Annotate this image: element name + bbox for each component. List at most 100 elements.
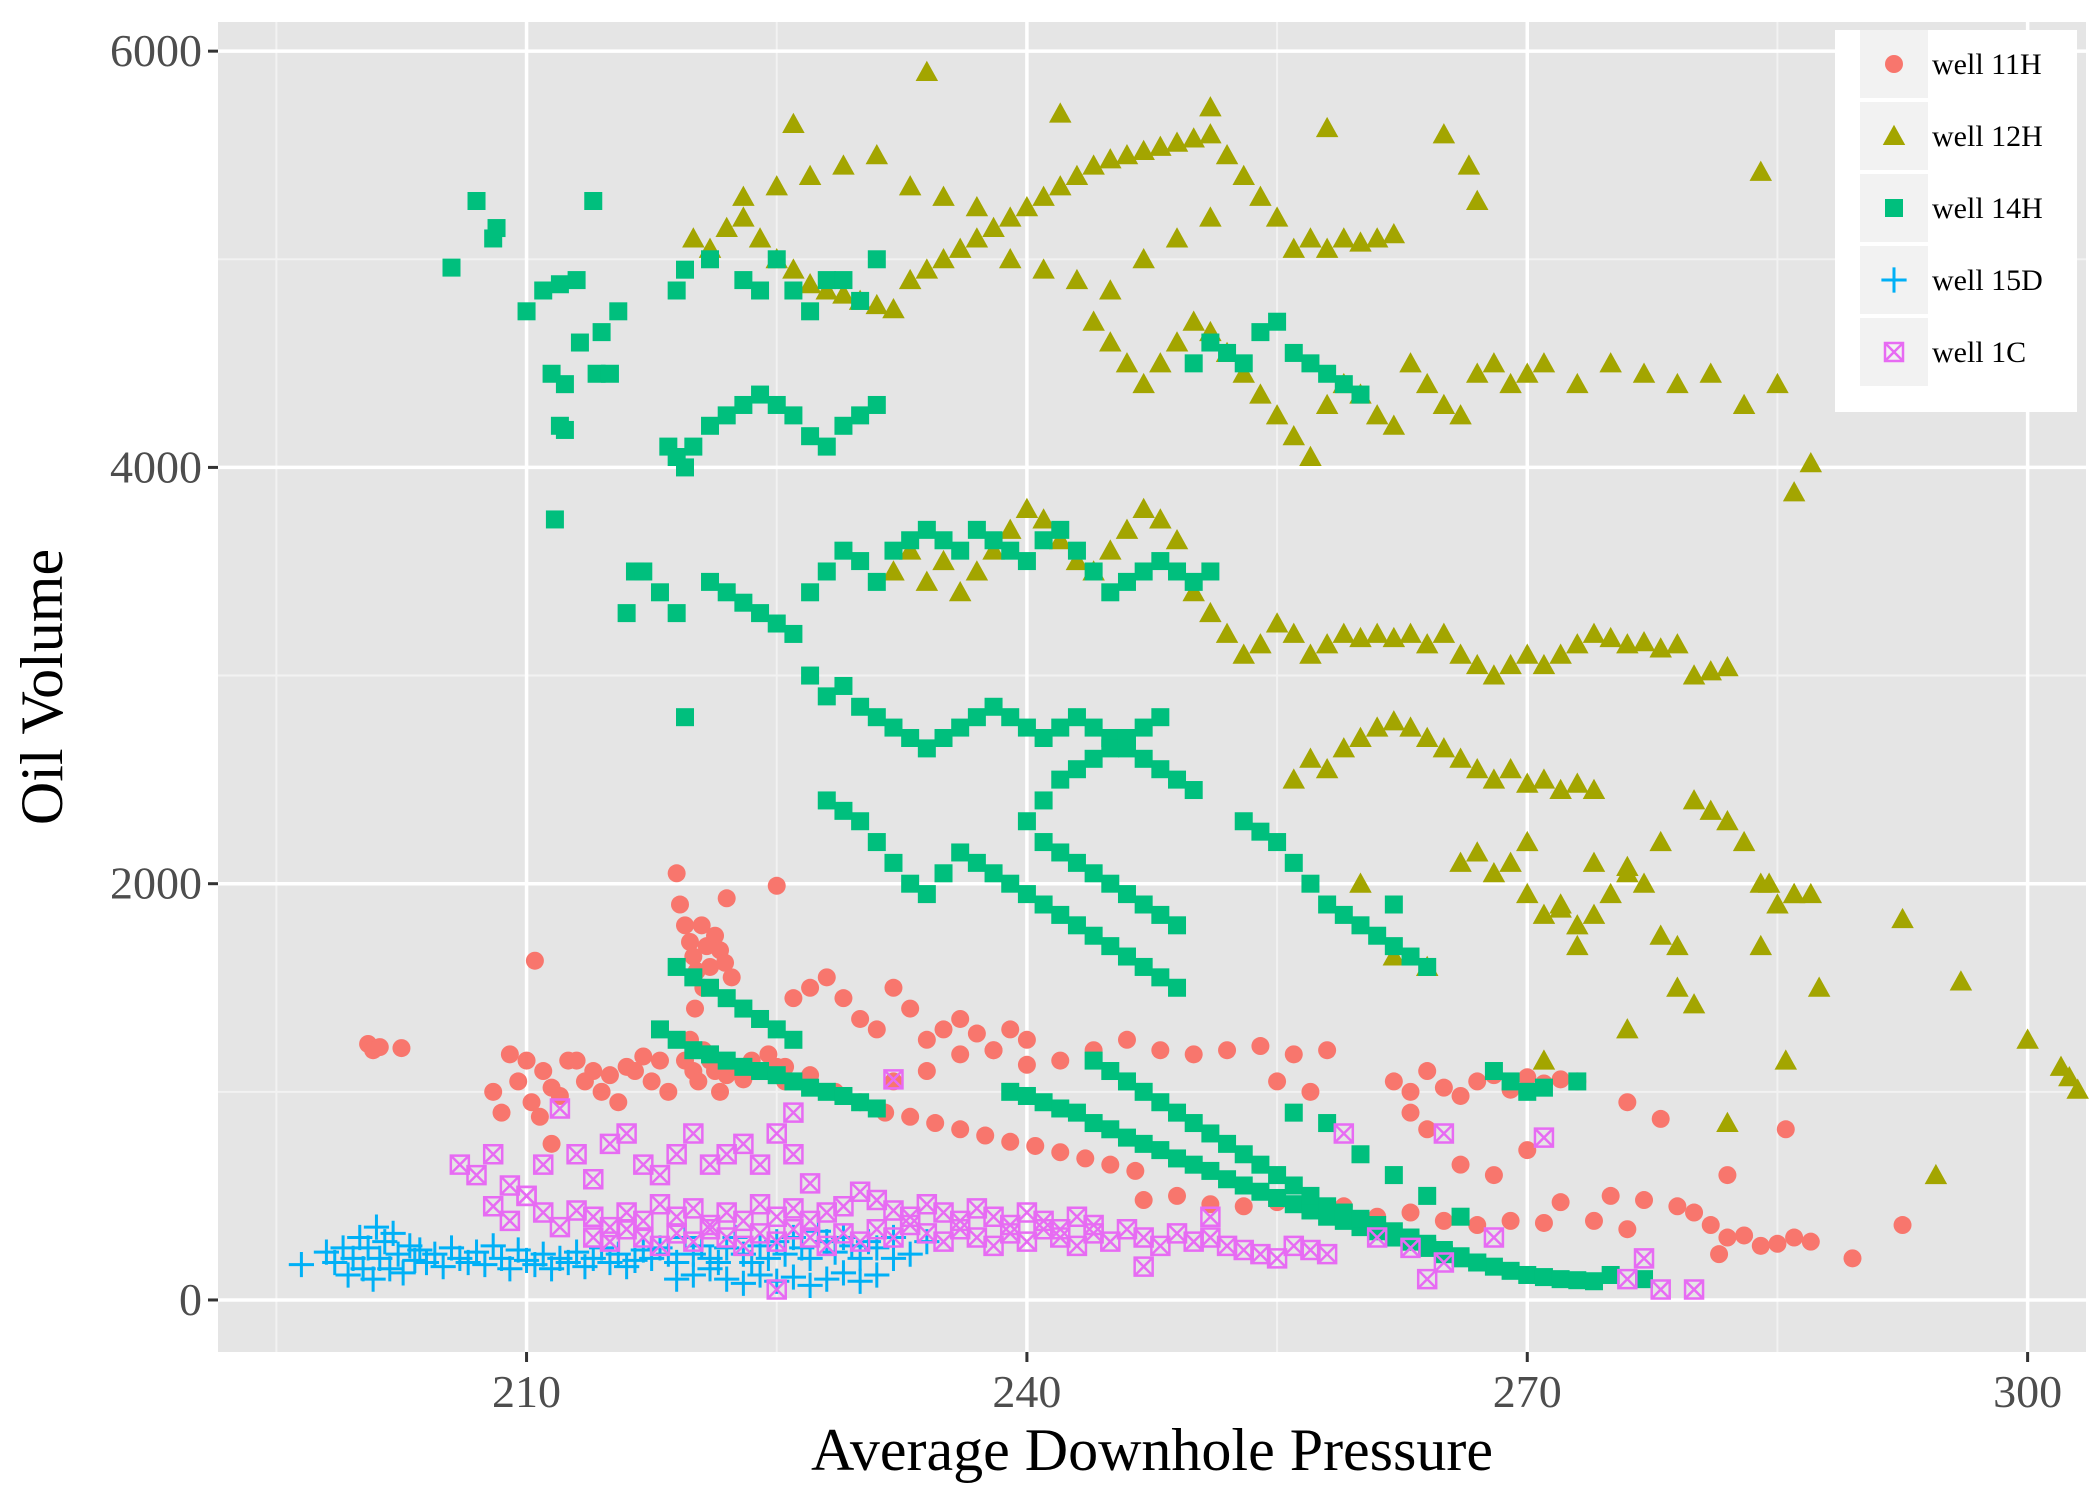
legend-label: well 11H [1932, 48, 2042, 81]
data-point [717, 406, 736, 425]
data-point [1716, 655, 1739, 677]
data-point [1418, 1062, 1437, 1081]
data-point [2058, 1066, 2081, 1087]
data-point [1401, 1103, 1420, 1122]
data-point [1451, 1207, 1470, 1226]
data-point [633, 1227, 654, 1248]
data-point [1034, 833, 1053, 852]
data-point [949, 1210, 971, 1232]
data-point [570, 333, 589, 352]
data-point [1399, 352, 1422, 373]
data-point [1334, 1203, 1353, 1222]
data-point [899, 1206, 921, 1227]
data-point [851, 697, 870, 716]
data-point [1415, 633, 1439, 654]
data-point [767, 876, 786, 895]
data-point [1716, 809, 1739, 831]
data-point [1468, 1072, 1487, 1091]
data-point [1067, 541, 1086, 560]
data-point [765, 175, 788, 196]
data-point [670, 895, 689, 914]
data-point [917, 520, 936, 539]
data-point [1757, 872, 1781, 893]
data-point [1250, 1243, 1271, 1265]
data-point [1924, 1163, 1948, 1185]
data-point [916, 1193, 938, 1215]
data-point [1050, 1218, 1071, 1240]
data-point [1299, 445, 1322, 467]
data-point [1299, 643, 1322, 664]
data-point [1199, 601, 1222, 623]
data-point [583, 1169, 604, 1190]
data-point [1484, 1257, 1503, 1276]
data-point [1566, 772, 1589, 793]
data-point [934, 1020, 953, 1039]
data-point [1768, 1234, 1787, 1253]
data-point [784, 624, 803, 643]
data-point [684, 1041, 703, 1060]
data-point [1516, 830, 1539, 852]
data-point [884, 853, 903, 872]
data-point [1516, 772, 1539, 793]
data-point [1034, 1093, 1053, 1112]
data-point [1051, 520, 1070, 539]
data-point [1284, 1103, 1303, 1122]
data-point [1451, 1247, 1470, 1266]
data-point [1382, 710, 1406, 731]
data-point [932, 185, 955, 206]
data-point [983, 1235, 1004, 1257]
data-point [1132, 372, 1155, 394]
data-point [998, 206, 1022, 227]
data-point [1599, 352, 1622, 373]
data-point [817, 687, 836, 706]
data-point [1101, 583, 1120, 602]
data-point [867, 395, 886, 414]
data-point [1349, 872, 1372, 893]
data-point [1432, 393, 1456, 414]
data-point [397, 1233, 423, 1259]
data-point [1418, 1186, 1437, 1205]
data-point [1251, 1037, 1270, 1056]
data-point [717, 1051, 736, 1070]
data-point [1151, 552, 1170, 571]
data-point [1649, 637, 1672, 658]
data-point [1551, 1270, 1570, 1289]
data-point [1632, 362, 1656, 383]
data-point [851, 406, 870, 425]
data-point [1233, 1239, 1254, 1261]
data-point [1683, 1279, 1705, 1300]
data-point [1165, 331, 1189, 352]
data-point [1568, 1072, 1587, 1091]
data-point [1299, 747, 1322, 768]
data-point [1582, 622, 1606, 643]
data-point [1315, 237, 1339, 258]
data-point [1051, 905, 1070, 924]
data-point [951, 1045, 970, 1064]
data-point [1016, 1231, 1038, 1252]
data-point [499, 1210, 521, 1232]
data-point [801, 1078, 820, 1097]
data-point [851, 552, 870, 571]
data-point [1284, 1176, 1303, 1195]
data-point [1017, 552, 1036, 571]
legend-label: well 12H [1932, 120, 2043, 153]
data-point [1051, 718, 1070, 737]
data-point [609, 1093, 628, 1112]
data-point [948, 581, 972, 602]
data-point [1126, 1161, 1145, 1180]
data-point [1115, 352, 1139, 373]
data-point [749, 1223, 771, 1244]
data-point [1351, 1145, 1370, 1164]
data-point [898, 268, 922, 290]
data-point [1117, 1030, 1136, 1049]
data-point [967, 1024, 986, 1043]
data-point [1051, 1143, 1070, 1162]
data-point [1049, 175, 1072, 196]
data-point [1132, 497, 1155, 519]
data-point [817, 968, 836, 987]
data-point [1751, 1236, 1770, 1255]
data-point [392, 1039, 411, 1058]
data-point [866, 1189, 888, 1211]
data-point [699, 1154, 721, 1175]
data-point [1165, 227, 1189, 248]
